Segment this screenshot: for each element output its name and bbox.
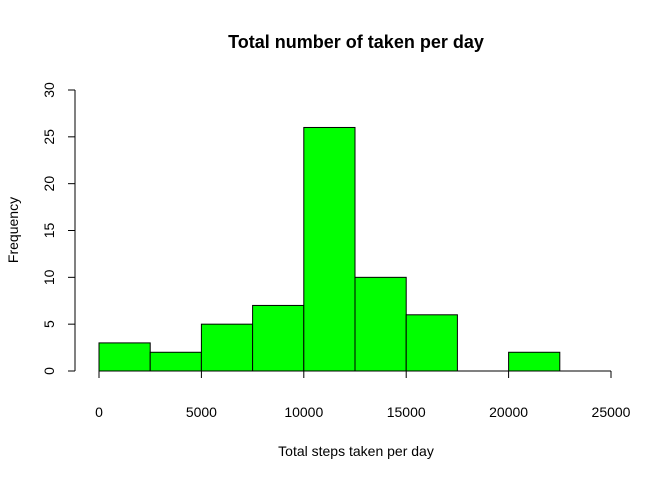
histogram-bar (149, 351, 202, 372)
y-tick-label: 15 (41, 223, 57, 239)
histogram-bar (98, 342, 151, 372)
histogram-bar (405, 314, 458, 372)
x-tick-label: 0 (95, 404, 103, 420)
bars-group (98, 126, 561, 372)
histogram-bar (508, 351, 561, 372)
y-tick-label: 20 (41, 176, 57, 192)
y-tick-label: 0 (41, 367, 57, 375)
y-tick-label: 25 (41, 129, 57, 145)
histogram-bar (252, 304, 305, 372)
y-axis-label: Frequency (5, 197, 21, 263)
y-tick-label: 10 (41, 269, 57, 285)
chart-title: Total number of taken per day (228, 32, 484, 52)
x-tick-label: 10000 (284, 404, 323, 420)
x-axis: 0 5000 10000 15000 20000 25000 (95, 370, 631, 420)
x-tick-label: 20000 (489, 404, 528, 420)
y-tick-label: 30 (41, 82, 57, 98)
x-tick-label: 5000 (186, 404, 217, 420)
histogram-bar (303, 126, 356, 372)
x-tick-label: 15000 (387, 404, 426, 420)
histogram-bar (354, 276, 407, 372)
x-axis-label: Total steps taken per day (278, 443, 434, 459)
y-axis: 0 5 10 15 20 25 30 (41, 82, 76, 375)
y-tick-label: 5 (41, 320, 57, 328)
histogram-bar (200, 323, 254, 372)
x-tick-label: 25000 (592, 404, 631, 420)
